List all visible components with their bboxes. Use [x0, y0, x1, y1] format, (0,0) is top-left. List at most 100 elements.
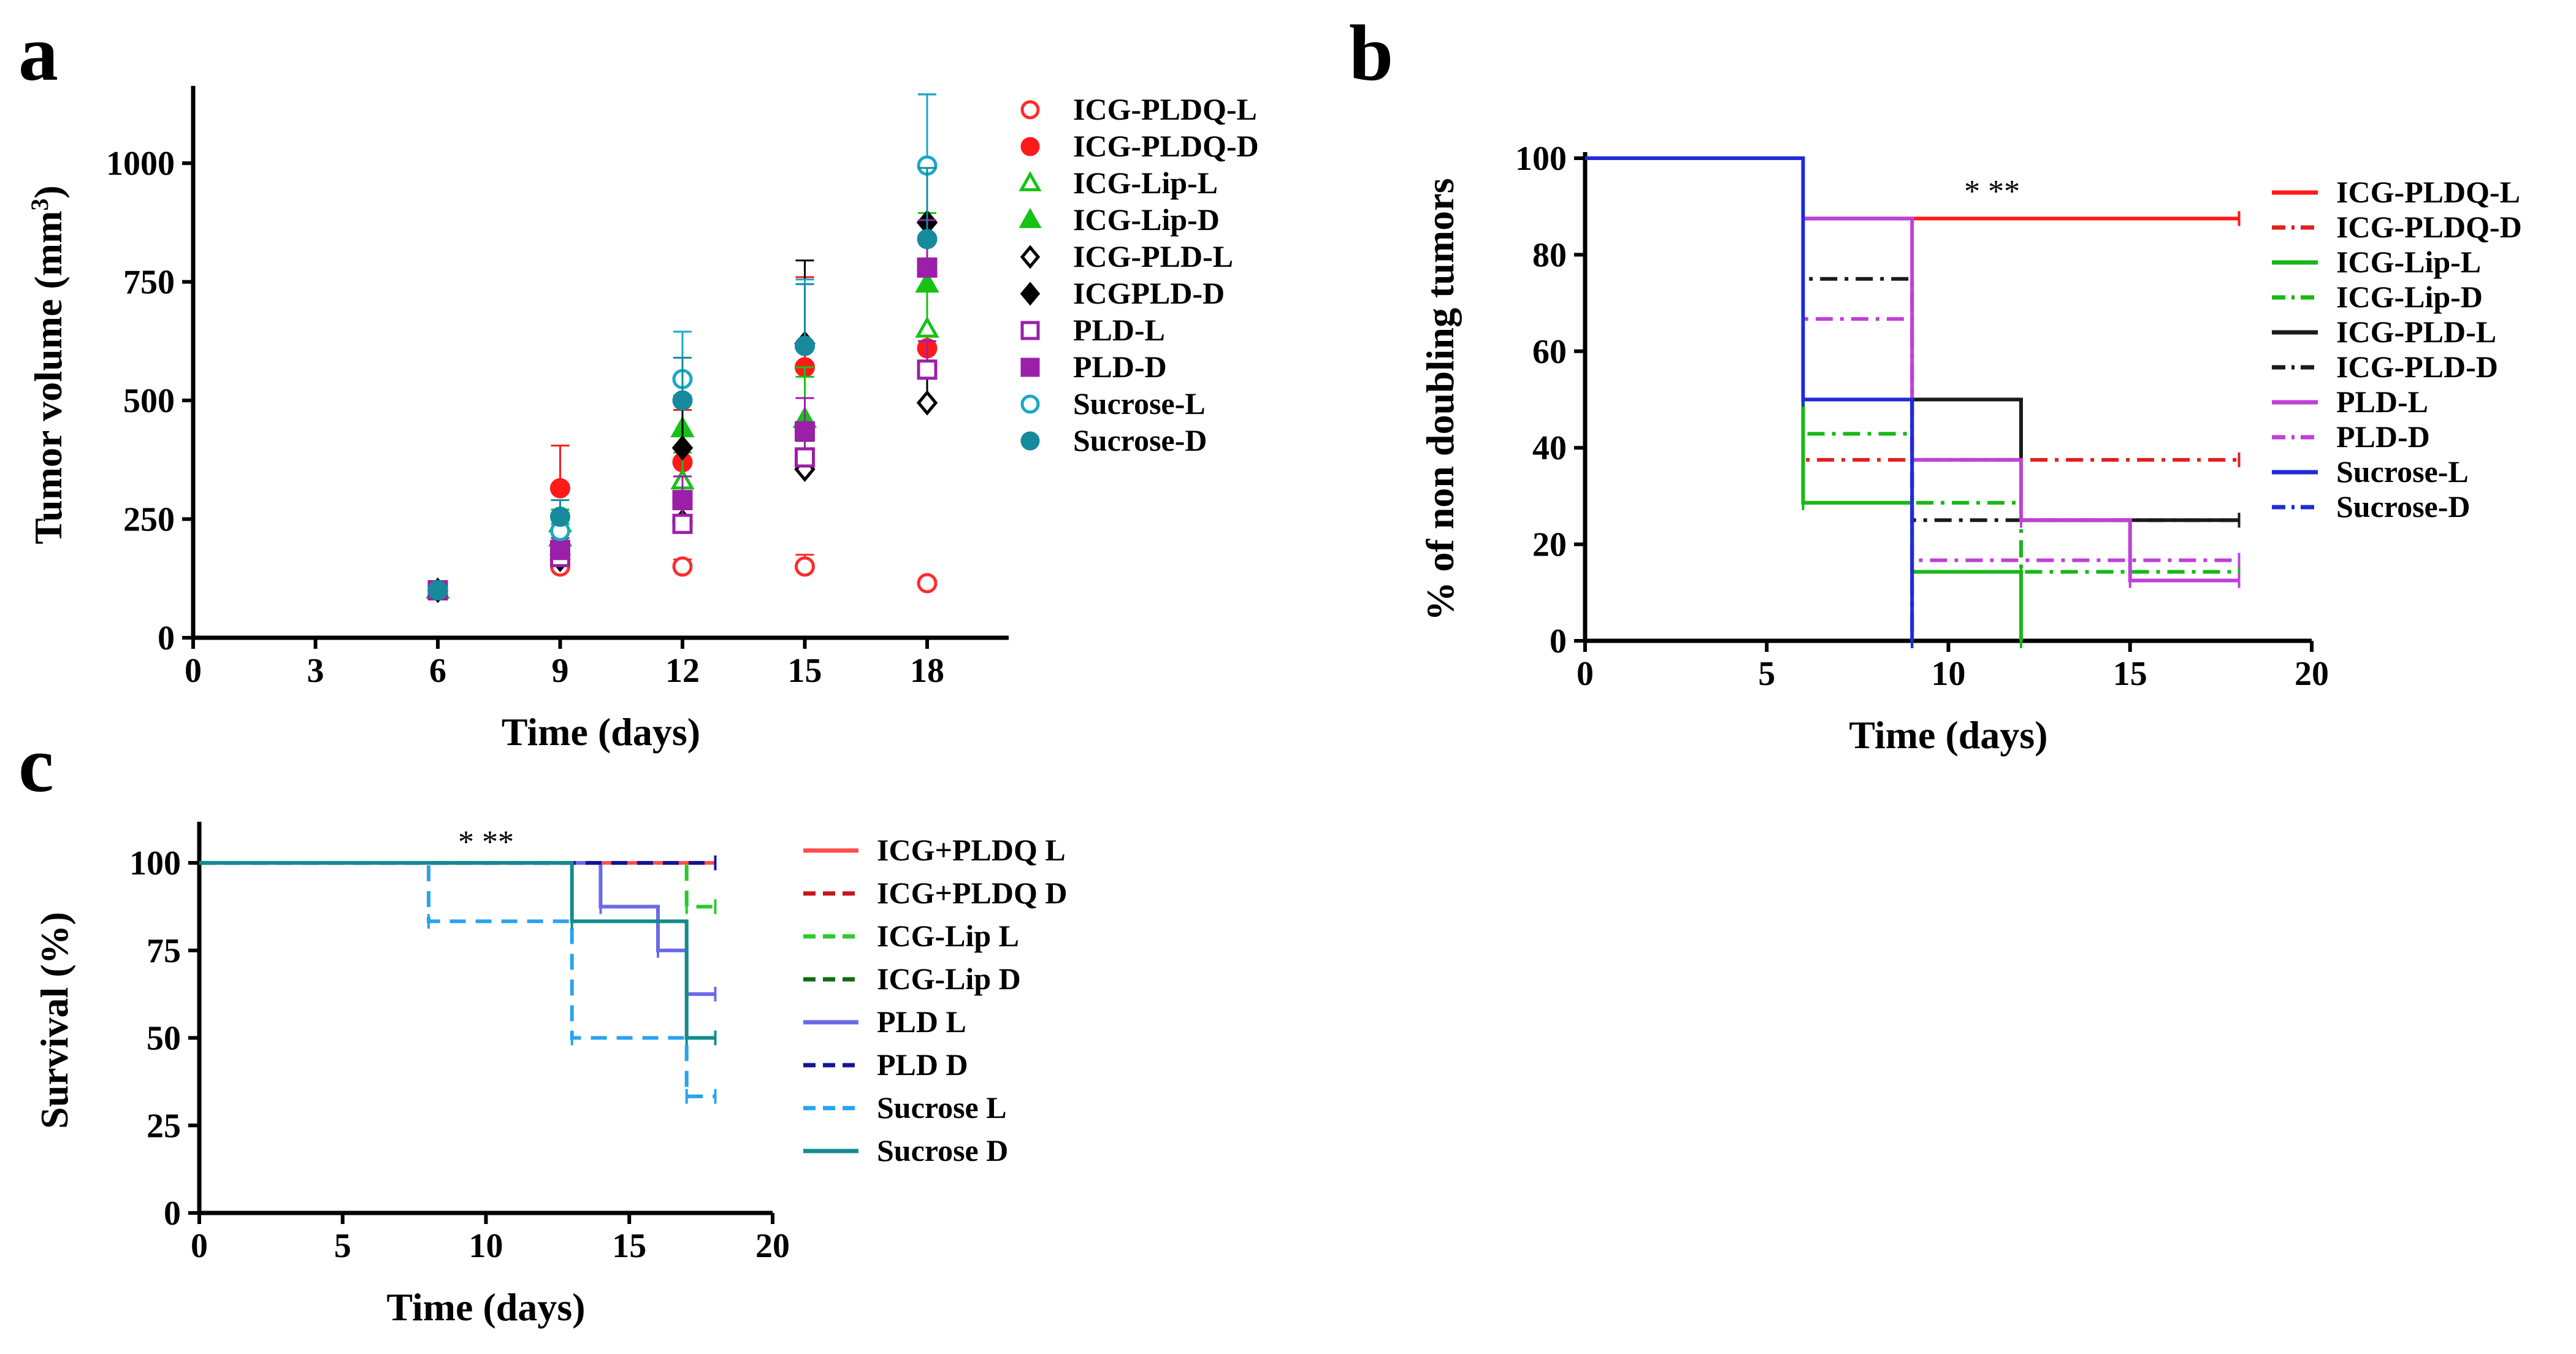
y-axis-title: % of non doubling tumors: [1418, 178, 1462, 621]
y-tick-label: 80: [1532, 236, 1567, 274]
x-tick-label: 12: [665, 652, 700, 690]
x-tick-label: 15: [612, 1227, 646, 1265]
panel-c-legend: ICG+PLDQ L ICG+PLDQ D ICG-Lip L ICG-Lip D PL…: [803, 833, 1067, 1168]
legend-marker-icg-pld-l: [1020, 245, 1041, 269]
panel-c-axes: 0 5 10 15 20 0 25 50 75 100 Time (days) Survival (%…: [32, 822, 790, 1329]
legend-marker-icg-pldq-d: [1020, 137, 1040, 156]
legend-label-sucrose-l: Sucrose-L: [2336, 454, 2469, 489]
data-point: [550, 507, 570, 527]
legend-label-icgpld-d: ICGPLD-D: [1073, 276, 1225, 310]
panel-b-nondoubling-chart: b 0 5 10 15 20 0 20 40 60 80 100 Time (days) % of no…: [1349, 9, 2522, 757]
panel-c-survival-chart: c 0 5 10 15 20 0 25 50 75 100 Time (days) Survival …: [18, 721, 1067, 1329]
data-point: [795, 447, 815, 468]
legend-marker-pld-l: [1020, 321, 1040, 340]
series-line-sucrose-l: [1585, 156, 1914, 641]
x-tick-label: 10: [1932, 655, 1966, 693]
y-tick-label: 100: [1515, 140, 1567, 178]
legend-label-icg-pldq-l: ICG-PLDQ-L: [2336, 175, 2520, 209]
legend-marker-icg-pldq-l: [1020, 100, 1040, 120]
legend-marker-sucrose-d: [1020, 431, 1040, 451]
data-point: [795, 421, 815, 442]
y-axis-title: Survival (%): [32, 912, 76, 1129]
data-point: [795, 556, 815, 577]
panel-a-data-marks: [426, 93, 939, 603]
data-point: [917, 573, 938, 594]
legend-label-sucrose-l: Sucrose-L: [1073, 386, 1206, 421]
y-tick-label: 75: [147, 932, 181, 970]
y-tick-label: 0: [1550, 622, 1567, 660]
data-point: [916, 390, 938, 416]
panel-a-tumor-volume-chart: a 0 3 6 9 12 15 18 0 250 500 750 1000 Time (days) Tum…: [18, 9, 1259, 754]
legend-label-icg-lip-d: ICG-Lip-D: [1073, 202, 1220, 237]
panel-b-letter: b: [1349, 9, 1393, 98]
y-tick-label: 250: [123, 501, 175, 539]
legend-marker-sucrose-l: [1020, 394, 1040, 414]
series-line-sucrose-l: [199, 861, 716, 1098]
legend-marker-icg-lip-l: [1019, 170, 1042, 191]
x-tick-label: 20: [2295, 655, 2329, 693]
panel-a-axes: 0 3 6 9 12 15 18 0 250 500 750 1000 Time (days) Tumor…: [26, 86, 1009, 754]
x-tick-label: 9: [552, 652, 569, 690]
data-point: [427, 580, 448, 601]
data-point: [550, 540, 570, 560]
legend-label-icg-lip-l: ICG-Lip-L: [2336, 245, 2481, 279]
panel-b-axes: 0 5 10 15 20 0 20 40 60 80 100 Time (days) % of non …: [1418, 140, 2329, 757]
significance-annotation: * **: [458, 825, 514, 860]
panel-c-letter: c: [18, 721, 54, 809]
data-point: [917, 359, 938, 380]
significance-annotation: * **: [1964, 174, 2020, 209]
data-point: [550, 478, 570, 499]
y-tick-label: 25: [147, 1107, 181, 1145]
panel-a-letter: a: [18, 9, 58, 98]
series-line-sucrose-d: [199, 861, 716, 1040]
x-tick-label: 6: [429, 652, 446, 690]
legend-label-icg-pldq-l: ICG+PLDQ L: [877, 833, 1066, 867]
x-axis-title: Time (days): [386, 1285, 585, 1329]
legend-label-pld-d: PLD-D: [2336, 419, 2430, 454]
legend-marker-icg-lip-d: [1019, 207, 1042, 228]
x-tick-label: 3: [307, 652, 324, 690]
y-tick-label: 60: [1532, 333, 1567, 371]
legend-label-icg-lip-l: ICG-Lip L: [877, 919, 1019, 953]
legend-label-icg-lip-d: ICG-Lip-D: [2336, 280, 2483, 314]
legend-label-pld-l: PLD-L: [1073, 313, 1165, 347]
data-point: [917, 257, 938, 278]
legend-label-icg-pldq-d: ICG-PLDQ-D: [2336, 210, 2522, 244]
data-point: [671, 435, 694, 461]
y-tick-label: 1000: [106, 145, 175, 183]
data-point: [795, 335, 815, 356]
series-line-sucrose-d: [1585, 156, 1914, 641]
y-tick-label: 750: [123, 264, 175, 302]
legend-label-sucrose-d: Sucrose-D: [1073, 423, 1207, 457]
y-axis-title: Tumor volume (mm3): [26, 185, 71, 544]
data-point: [672, 556, 693, 577]
y-tick-label: 50: [147, 1020, 181, 1058]
series-sucrose-d: [427, 167, 938, 601]
x-tick-label: 18: [910, 652, 944, 690]
data-point: [672, 390, 693, 411]
legend-label-pld-l: PLD-L: [2336, 384, 2428, 419]
legend-label-icg-pldq-l: ICG-PLDQ-L: [1073, 92, 1257, 126]
y-tick-label: 100: [129, 844, 181, 882]
series-line-icg-lip-l: [199, 861, 716, 909]
x-tick-label: 10: [469, 1227, 503, 1265]
y-tick-label: 500: [123, 382, 175, 420]
y-tick-label: 20: [1532, 526, 1567, 564]
y-tick-label: 40: [1532, 429, 1567, 467]
legend-label-icg-lip-l: ICG-Lip-L: [1073, 166, 1218, 200]
x-tick-label: 0: [1577, 655, 1594, 693]
x-tick-label: 20: [755, 1227, 790, 1265]
legend-label-icg-lip-d: ICG-Lip D: [877, 962, 1021, 996]
legend-label-sucrose-d: Sucrose D: [877, 1133, 1008, 1168]
x-tick-label: 0: [185, 652, 202, 690]
legend-label-pld-l: PLD L: [877, 1004, 966, 1039]
legend-marker-icgpld-d: [1020, 281, 1041, 306]
legend-label-icg-pldq-d: ICG-PLDQ-D: [1073, 129, 1259, 163]
y-tick-label: 0: [164, 1195, 181, 1233]
x-tick-label: 5: [1758, 655, 1775, 693]
legend-label-icg-pld-d: ICG-PLD-D: [2336, 350, 2498, 384]
data-point: [917, 229, 938, 250]
